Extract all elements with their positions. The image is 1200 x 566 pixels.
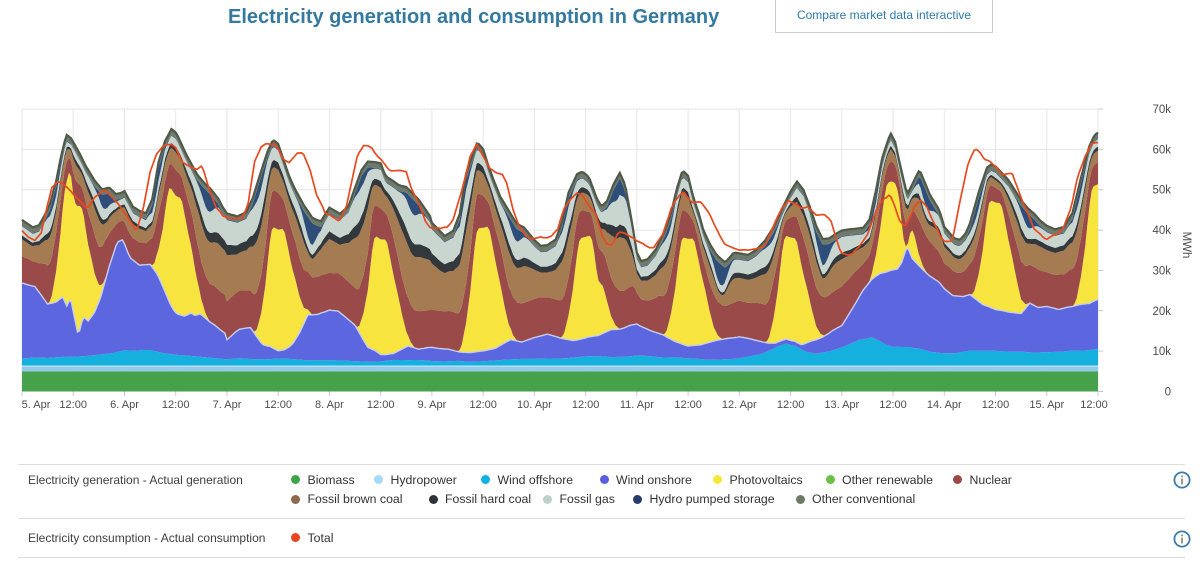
svg-text:6. Apr: 6. Apr bbox=[110, 399, 139, 411]
svg-text:0: 0 bbox=[1165, 387, 1171, 399]
svg-text:10k: 10k bbox=[1152, 346, 1171, 358]
svg-text:12:00: 12:00 bbox=[777, 399, 805, 411]
svg-text:12:00: 12:00 bbox=[162, 399, 190, 411]
svg-text:15. Apr: 15. Apr bbox=[1029, 399, 1064, 411]
svg-text:20k: 20k bbox=[1152, 306, 1171, 318]
svg-text:12:00: 12:00 bbox=[1080, 399, 1108, 411]
svg-text:40k: 40k bbox=[1152, 225, 1171, 237]
svg-text:7. Apr: 7. Apr bbox=[213, 399, 242, 411]
svg-text:12:00: 12:00 bbox=[572, 399, 600, 411]
svg-text:11. Apr: 11. Apr bbox=[620, 399, 654, 411]
svg-text:5. Apr: 5. Apr bbox=[22, 399, 51, 411]
svg-text:12:00: 12:00 bbox=[879, 399, 907, 411]
svg-text:13. Apr: 13. Apr bbox=[824, 399, 859, 411]
svg-text:70k: 70k bbox=[1152, 104, 1171, 116]
svg-text:MWh: MWh bbox=[1180, 232, 1192, 259]
svg-text:14. Apr: 14. Apr bbox=[927, 399, 962, 411]
svg-text:12:00: 12:00 bbox=[59, 399, 87, 411]
svg-text:30k: 30k bbox=[1152, 265, 1171, 277]
svg-text:12:00: 12:00 bbox=[982, 399, 1010, 411]
svg-text:10. Apr: 10. Apr bbox=[517, 399, 552, 411]
svg-text:12:00: 12:00 bbox=[264, 399, 292, 411]
svg-text:60k: 60k bbox=[1152, 144, 1171, 156]
svg-text:8. Apr: 8. Apr bbox=[315, 399, 344, 411]
svg-text:12:00: 12:00 bbox=[367, 399, 395, 411]
svg-text:50k: 50k bbox=[1152, 185, 1171, 197]
svg-text:9. Apr: 9. Apr bbox=[418, 399, 447, 411]
svg-text:12:00: 12:00 bbox=[469, 399, 497, 411]
svg-text:12:00: 12:00 bbox=[674, 399, 702, 411]
svg-text:12. Apr: 12. Apr bbox=[722, 399, 757, 411]
